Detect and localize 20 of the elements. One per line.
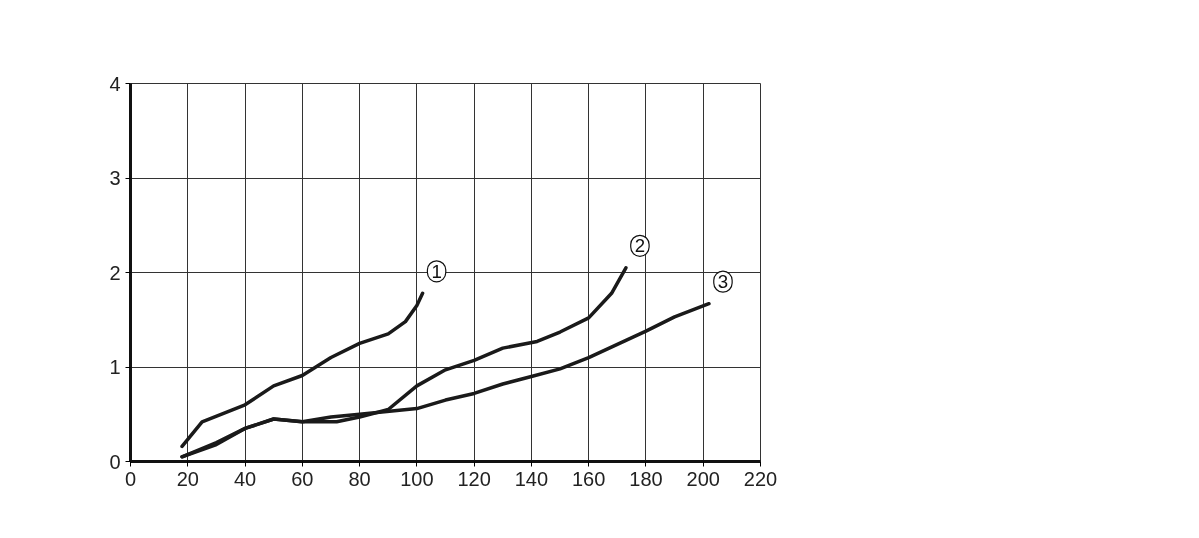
y-tick-label: 1 bbox=[109, 356, 121, 378]
x-tick-label: 0 bbox=[124, 467, 137, 490]
x-tick-label: 220 bbox=[743, 467, 778, 490]
x-tick-label: 60 bbox=[291, 467, 314, 490]
y-tick-label: 2 bbox=[109, 261, 121, 284]
series-label: 1 bbox=[431, 260, 442, 282]
x-tick-label: 40 bbox=[233, 467, 257, 490]
x-tick-label: 100 bbox=[400, 467, 434, 490]
x-tick-label: 80 bbox=[348, 467, 371, 490]
y-tick-label: 4 bbox=[109, 72, 121, 95]
x-tick-label: 160 bbox=[572, 467, 606, 490]
x-tick-label: 140 bbox=[514, 467, 549, 490]
series-label: 2 bbox=[634, 235, 646, 257]
x-tick-label: 20 bbox=[176, 467, 199, 490]
y-tick-label: 0 bbox=[109, 450, 121, 473]
y-tick-label: 3 bbox=[109, 167, 121, 189]
series-label: 3 bbox=[717, 271, 729, 293]
x-tick-label: 180 bbox=[629, 467, 663, 490]
x-tick-label: 120 bbox=[457, 467, 491, 490]
x-tick-label: 200 bbox=[686, 467, 720, 490]
